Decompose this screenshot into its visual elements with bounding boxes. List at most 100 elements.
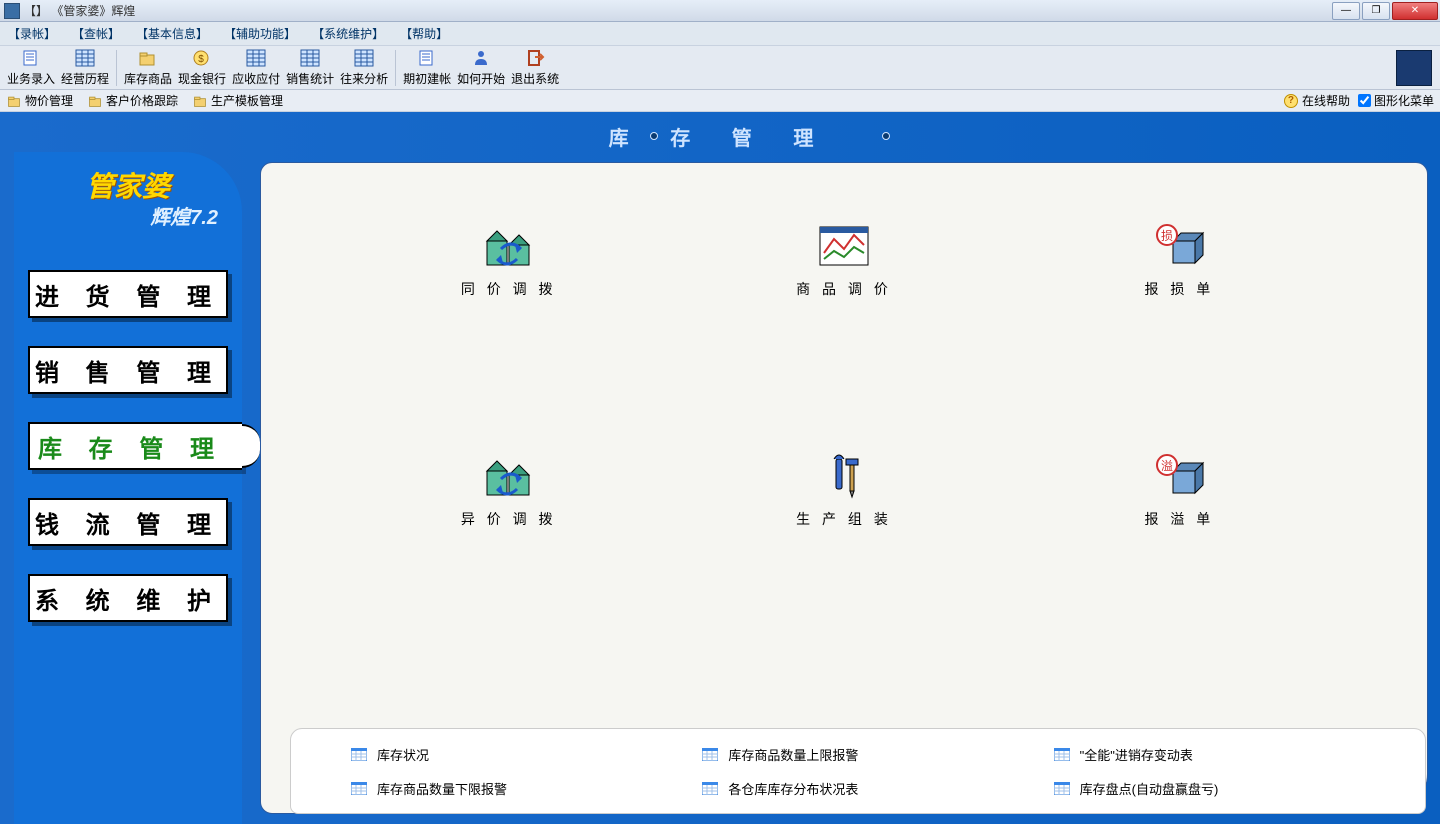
decorative-dot (882, 132, 890, 140)
function-label: 商 品 调 价 (796, 279, 892, 299)
quick-links-bar: 物价管理客户价格跟踪生产模板管理 ? 在线帮助 图形化菜单 (0, 90, 1440, 112)
sidebar: 管家婆 辉煌7.2 进 货 管 理销 售 管 理库 存 管 理钱 流 管 理系 … (14, 152, 242, 824)
sidebar-nav-button[interactable]: 钱 流 管 理 (28, 498, 228, 546)
report-icon (702, 748, 718, 761)
minimize-button[interactable]: — (1332, 2, 1360, 20)
brand-name: 管家婆 (86, 165, 170, 205)
sidebar-nav-button[interactable]: 进 货 管 理 (28, 270, 228, 318)
brand-logo: 管家婆 辉煌7.2 (14, 152, 242, 242)
damage-icon (1151, 223, 1207, 271)
toolbar-button[interactable]: 退出系统 (508, 47, 562, 89)
window-titlebar: 【】 《管家婆》辉煌 — ❐ ✕ (0, 0, 1440, 22)
warehouse-transfer-icon (481, 453, 537, 501)
toolbar-label: 如何开始 (457, 70, 505, 87)
report-icon (351, 782, 367, 795)
toolbar-icon (138, 49, 158, 69)
menu-item[interactable]: 【系统维护】 (312, 25, 384, 42)
decorative-dot (650, 132, 658, 140)
toolbar-button[interactable]: 现金银行 (175, 47, 229, 89)
toolbar-button[interactable]: 期初建帐 (400, 47, 454, 89)
function-label: 同 价 调 拨 (461, 279, 557, 299)
menu-item[interactable]: 【基本信息】 (136, 25, 208, 42)
maximize-button[interactable]: ❐ (1362, 2, 1390, 20)
window-title: 【】 《管家婆》辉煌 (24, 2, 1331, 19)
toolbar-label: 现金银行 (178, 70, 226, 87)
app-icon (4, 3, 20, 19)
function-item[interactable]: 报 损 单 (1012, 223, 1347, 453)
function-label: 生 产 组 装 (796, 509, 892, 529)
sidebar-nav-button[interactable]: 库 存 管 理 (28, 422, 242, 470)
function-label: 报 损 单 (1144, 279, 1214, 299)
function-item[interactable]: 报 溢 单 (1012, 453, 1347, 683)
function-item[interactable]: 异 价 调 拨 (341, 453, 676, 683)
price-chart-icon (816, 223, 872, 271)
toolbar-button[interactable]: 经营历程 (58, 47, 112, 89)
quick-link-icon (6, 94, 22, 108)
toolbar-icon (75, 49, 95, 69)
function-grid: 同 价 调 拨 商 品 调 价 报 损 单异 价 调 拨 生 产 组 装 报 溢 单 (261, 163, 1427, 723)
quick-link-icon (192, 94, 208, 108)
function-label: 异 价 调 拨 (461, 509, 557, 529)
function-item[interactable]: 生 产 组 装 (676, 453, 1011, 683)
tools-icon (816, 453, 872, 501)
graphic-menu-checkbox[interactable] (1358, 94, 1371, 107)
menu-item[interactable]: 【辅助功能】 (224, 25, 296, 42)
toolbar-button[interactable]: 销售统计 (283, 47, 337, 89)
toolbar-label: 库存商品 (124, 70, 172, 87)
function-label: 报 溢 单 (1144, 509, 1214, 529)
main-area: 库 存 管 理 管家婆 辉煌7.2 进 货 管 理销 售 管 理库 存 管 理钱… (0, 112, 1440, 824)
quick-link[interactable]: 客户价格跟踪 (87, 92, 178, 109)
toolbar-button[interactable]: 业务录入 (4, 47, 58, 89)
report-link[interactable]: 库存商品数量下限报警 (351, 775, 662, 801)
toolbar-button[interactable]: 库存商品 (121, 47, 175, 89)
brand-subtitle: 辉煌7.2 (150, 201, 218, 230)
toolbar-label: 退出系统 (511, 70, 559, 87)
app-logo-icon (1396, 50, 1432, 86)
toolbar-button[interactable]: 如何开始 (454, 47, 508, 89)
main-toolbar: 业务录入经营历程库存商品现金银行应收应付销售统计往来分析期初建帐如何开始退出系统 (0, 46, 1440, 90)
report-link[interactable]: 各仓库库存分布状况表 (702, 775, 1013, 801)
menu-item[interactable]: 【录帐】 (8, 25, 56, 42)
toolbar-label: 经营历程 (61, 70, 109, 87)
report-link[interactable]: 库存盘点(自动盘赢盘亏) (1054, 775, 1365, 801)
sidebar-nav-button[interactable]: 系 统 维 护 (28, 574, 228, 622)
toolbar-label: 应收应付 (232, 70, 280, 87)
toolbar-icon (525, 49, 545, 69)
help-icon[interactable]: ? (1284, 94, 1298, 108)
function-item[interactable]: 商 品 调 价 (676, 223, 1011, 453)
toolbar-label: 往来分析 (340, 70, 388, 87)
quick-link[interactable]: 生产模板管理 (192, 92, 283, 109)
toolbar-label: 业务录入 (7, 70, 55, 87)
quick-link[interactable]: 物价管理 (6, 92, 73, 109)
report-link[interactable]: "全能"进销存变动表 (1054, 741, 1365, 767)
report-icon (351, 748, 367, 761)
toolbar-icon (471, 49, 491, 69)
report-link[interactable]: 库存状况 (351, 741, 662, 767)
menu-item[interactable]: 【查帐】 (72, 25, 120, 42)
graphic-menu-toggle[interactable]: 图形化菜单 (1358, 92, 1434, 109)
toolbar-icon (417, 49, 437, 69)
function-item[interactable]: 同 价 调 拨 (341, 223, 676, 453)
report-icon (1054, 748, 1070, 761)
warehouse-transfer-icon (481, 223, 537, 271)
toolbar-icon (192, 49, 212, 69)
sidebar-nav-button[interactable]: 销 售 管 理 (28, 346, 228, 394)
report-icon (1054, 782, 1070, 795)
reports-panel: 库存状况 库存商品数量上限报警 "全能"进销存变动表库存商品数量下限报警 各仓库库存分… (290, 728, 1426, 814)
report-link[interactable]: 库存商品数量上限报警 (702, 741, 1013, 767)
toolbar-icon (21, 49, 41, 69)
toolbar-icon (300, 49, 320, 69)
menu-bar: 【录帐】【查帐】【基本信息】【辅助功能】【系统维护】【帮助】 (0, 22, 1440, 46)
toolbar-button[interactable]: 应收应付 (229, 47, 283, 89)
quick-link-icon (87, 94, 103, 108)
content-panel: 同 价 调 拨 商 品 调 价 报 损 单异 价 调 拨 生 产 组 装 报 溢 单 (260, 162, 1428, 814)
toolbar-button[interactable]: 往来分析 (337, 47, 391, 89)
menu-item[interactable]: 【帮助】 (400, 25, 448, 42)
online-help-link[interactable]: 在线帮助 (1302, 92, 1350, 109)
report-icon (702, 782, 718, 795)
page-title: 库 存 管 理 (609, 122, 832, 151)
toolbar-icon (354, 49, 374, 69)
close-button[interactable]: ✕ (1392, 2, 1438, 20)
overflow-icon (1151, 453, 1207, 501)
toolbar-label: 销售统计 (286, 70, 334, 87)
